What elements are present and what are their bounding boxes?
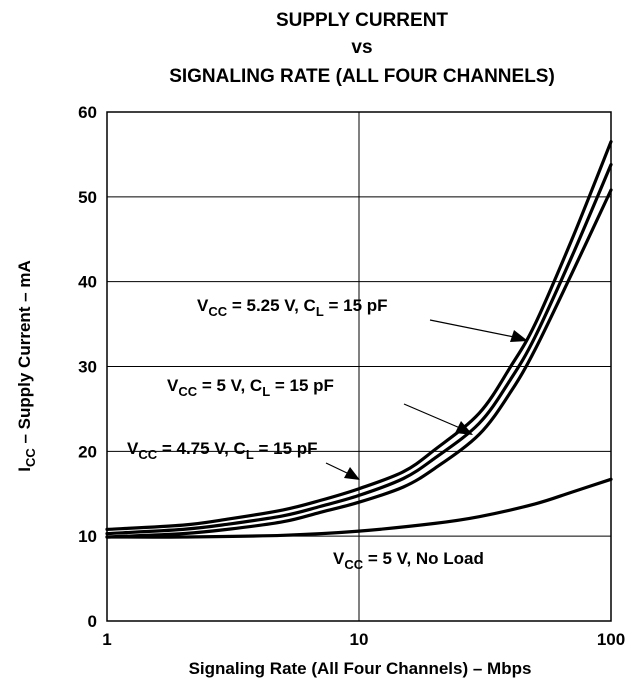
series-label-no-load: VCC = 5 V, No Load — [333, 549, 484, 572]
y-tick-label: 10 — [78, 527, 97, 546]
y-tick-label: 40 — [78, 273, 97, 292]
series-line-1 — [105, 163, 613, 536]
y-axis-label-subscript: CC — [23, 448, 38, 467]
chart-title-line-2: vs — [351, 37, 372, 58]
y-tick-label: 0 — [88, 612, 97, 631]
series-lines — [105, 140, 613, 539]
y-tick-label: 60 — [78, 103, 97, 122]
y-axis-label-text: – Supply Current – mA — [15, 260, 34, 448]
y-axis-label: ICC – Supply Current – mA — [15, 260, 38, 472]
series-line-2 — [105, 188, 613, 539]
y-tick-labels: 0 10 20 30 40 50 60 — [78, 103, 97, 631]
plot-frame — [106, 111, 612, 622]
y-tick-label: 30 — [78, 358, 97, 377]
leader-arrow-5-25v — [429, 319, 528, 342]
chart-title-line-1: SUPPLY CURRENT — [276, 10, 448, 31]
leader-arrow-4-75v — [325, 462, 360, 480]
y-axis-label-symbol: I — [15, 467, 34, 472]
chart-title-line-3: SIGNALING RATE (ALL FOUR CHANNELS) — [169, 66, 555, 87]
series-line-3 — [105, 477, 613, 539]
y-tick-label: 20 — [78, 442, 97, 461]
series-label-5v: VCC = 5 V, CL = 15 pF — [167, 376, 334, 399]
y-tick-label: 50 — [78, 188, 97, 207]
x-tick-label: 100 — [597, 630, 625, 649]
series-label-5-25v: VCC = 5.25 V, CL = 15 pF — [197, 296, 388, 319]
leader-arrow-5v — [403, 403, 473, 435]
x-tick-label: 1 — [102, 630, 111, 649]
gridlines — [107, 112, 611, 621]
series-line-0 — [105, 140, 613, 531]
x-axis-label: Signaling Rate (All Four Channels) – Mbp… — [189, 659, 532, 678]
x-tick-labels: 1 10 100 — [102, 630, 625, 649]
series-label-4-75v: VCC = 4.75 V, CL = 15 pF — [127, 439, 318, 462]
x-tick-label: 10 — [350, 630, 369, 649]
